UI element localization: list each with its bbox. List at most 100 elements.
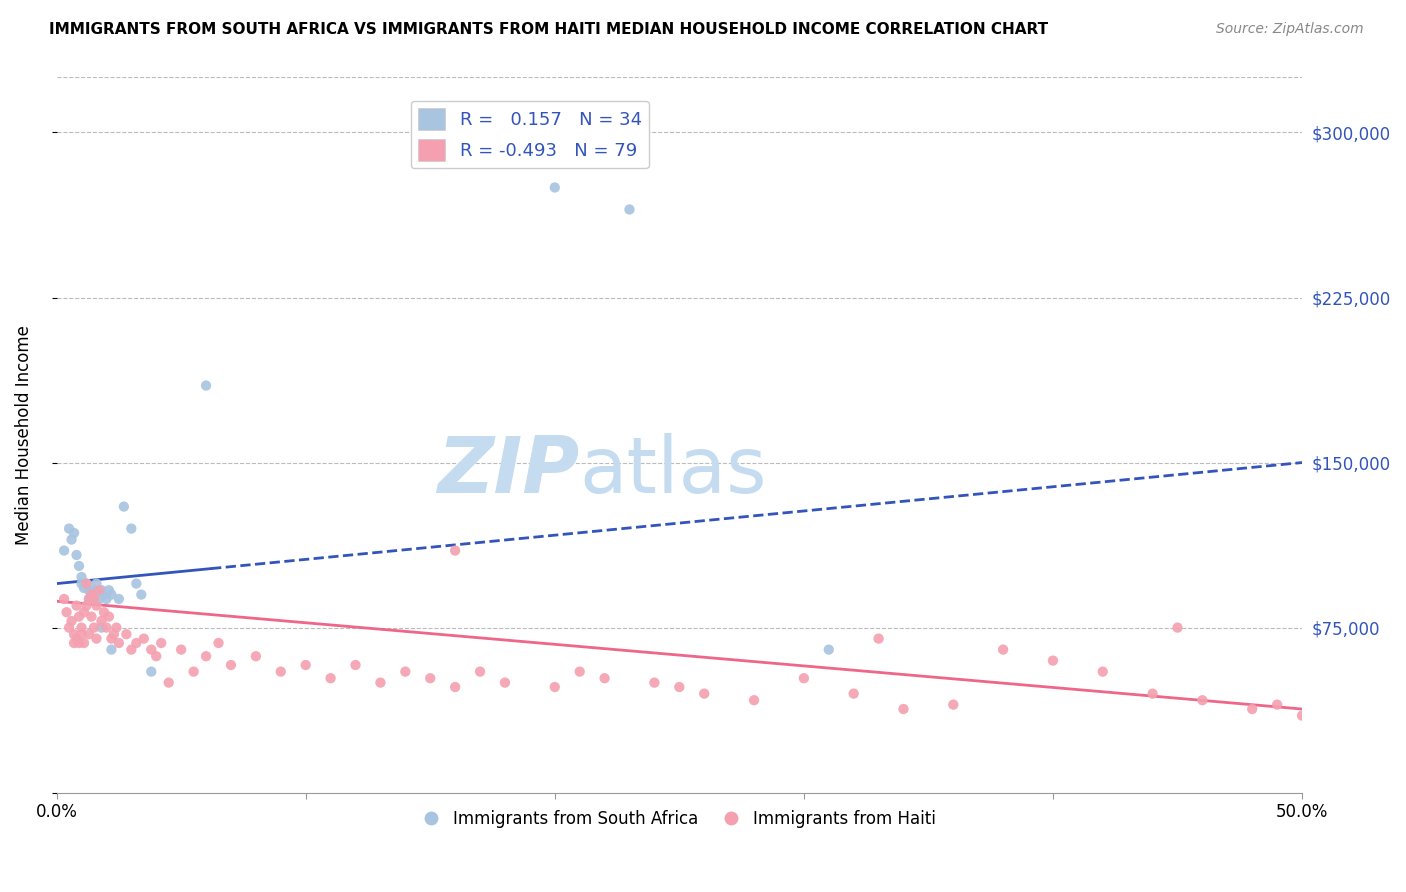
Point: [444, 680, 467, 694]
Point: [245, 649, 267, 664]
Point: [132, 632, 155, 646]
Point: [83, 592, 105, 607]
Point: [468, 665, 491, 679]
Text: ZIP: ZIP: [437, 433, 579, 508]
Point: [96, 621, 118, 635]
Point: [842, 687, 865, 701]
Point: [83, 592, 105, 607]
Point: [97, 609, 120, 624]
Point: [67, 636, 90, 650]
Point: [83, 621, 105, 635]
Point: [63, 636, 86, 650]
Point: [90, 621, 112, 635]
Point: [494, 675, 516, 690]
Point: [87, 583, 110, 598]
Point: [544, 180, 567, 194]
Point: [394, 665, 416, 679]
Text: IMMIGRANTS FROM SOUTH AFRICA VS IMMIGRANTS FROM HAITI MEDIAN HOUSEHOLD INCOME CO: IMMIGRANTS FROM SOUTH AFRICA VS IMMIGRAN…: [49, 22, 1049, 37]
Point: [65, 599, 87, 613]
Point: [80, 588, 103, 602]
Point: [77, 592, 100, 607]
Point: [100, 588, 122, 602]
Point: [100, 642, 122, 657]
Point: [125, 636, 148, 650]
Point: [53, 592, 76, 607]
Legend: Immigrants from South Africa, Immigrants from Haiti: Immigrants from South Africa, Immigrants…: [416, 803, 942, 834]
Point: [60, 614, 83, 628]
Point: [97, 583, 120, 598]
Point: [942, 698, 965, 712]
Point: [568, 665, 591, 679]
Point: [105, 621, 128, 635]
Point: [344, 658, 367, 673]
Point: [55, 605, 77, 619]
Point: [319, 671, 342, 685]
Point: [108, 592, 131, 607]
Point: [93, 588, 115, 602]
Point: [70, 621, 93, 635]
Point: [73, 581, 96, 595]
Point: [270, 665, 292, 679]
Point: [86, 576, 108, 591]
Point: [80, 609, 103, 624]
Point: [693, 687, 716, 701]
Point: [183, 665, 205, 679]
Point: [86, 599, 108, 613]
Point: [73, 605, 96, 619]
Point: [90, 583, 112, 598]
Point: [96, 592, 118, 607]
Point: [1042, 654, 1064, 668]
Point: [593, 671, 616, 685]
Point: [619, 202, 641, 217]
Point: [53, 543, 76, 558]
Point: [893, 702, 915, 716]
Point: [93, 605, 115, 619]
Y-axis label: Median Household Income: Median Household Income: [15, 325, 32, 545]
Text: Source: ZipAtlas.com: Source: ZipAtlas.com: [1216, 22, 1364, 37]
Point: [1091, 665, 1114, 679]
Point: [76, 576, 98, 591]
Point: [86, 632, 108, 646]
Point: [67, 559, 90, 574]
Point: [195, 378, 218, 392]
Point: [60, 533, 83, 547]
Point: [70, 570, 93, 584]
Point: [112, 500, 135, 514]
Point: [643, 675, 665, 690]
Point: [195, 649, 218, 664]
Point: [87, 592, 110, 607]
Point: [120, 642, 142, 657]
Point: [207, 636, 229, 650]
Point: [80, 588, 103, 602]
Point: [1291, 708, 1313, 723]
Point: [65, 632, 87, 646]
Point: [170, 642, 193, 657]
Point: [129, 588, 152, 602]
Point: [419, 671, 441, 685]
Point: [141, 665, 163, 679]
Point: [817, 642, 839, 657]
Point: [70, 627, 93, 641]
Point: [63, 526, 86, 541]
Point: [100, 632, 122, 646]
Point: [1166, 621, 1188, 635]
Point: [120, 522, 142, 536]
Point: [76, 576, 98, 591]
Point: [1191, 693, 1213, 707]
Point: [668, 680, 690, 694]
Point: [1241, 702, 1264, 716]
Point: [77, 583, 100, 598]
Point: [58, 522, 80, 536]
Point: [67, 609, 90, 624]
Point: [868, 632, 890, 646]
Point: [76, 599, 98, 613]
Point: [108, 636, 131, 650]
Point: [58, 621, 80, 635]
Point: [73, 636, 96, 650]
Point: [219, 658, 242, 673]
Point: [141, 642, 163, 657]
Point: [90, 614, 112, 628]
Point: [83, 583, 105, 598]
Point: [157, 675, 180, 690]
Point: [793, 671, 815, 685]
